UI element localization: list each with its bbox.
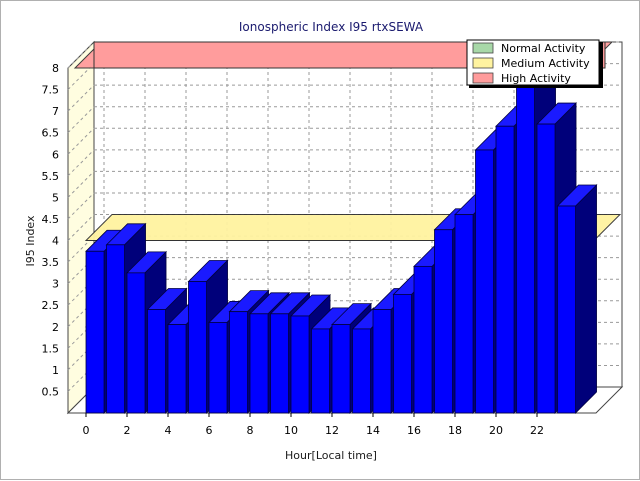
bar-front [331,324,351,414]
bar-front [229,311,248,414]
y-tick-label: 1 [52,364,59,377]
x-axis-title: Hour[Local time] [285,449,377,462]
x-tick-label: 12 [325,424,339,437]
legend-label: Normal Activity [501,42,586,55]
y-tick-label: 3 [52,278,59,291]
legend-label: High Activity [501,72,571,85]
bar-front [536,123,556,414]
bar-front [167,324,187,414]
side-gridline [67,171,95,198]
x-axis-ticks: 0 2 4 6 8 10 12 14 16 18 20 22 [83,413,544,437]
x-tick-label: 18 [448,424,462,437]
bar-front [495,125,515,414]
x-tick-label: 0 [83,424,90,437]
side-gridline [67,41,95,69]
bar-front [188,281,207,414]
bar-front [147,309,166,414]
legend: Normal Activity Medium Activity High Activ… [466,39,603,88]
side-gridline [67,84,95,112]
chart-title: Ionospheric Index I95 rtxSEWA [239,20,424,34]
bar-front [475,149,494,414]
bar-front [270,313,289,414]
bar-front [290,315,310,414]
y-tick-label: 8 [52,62,59,75]
y-tick-label: 4 [52,235,59,248]
y-tick-label: 3.5 [42,256,60,269]
y-tick-label: 2 [52,321,59,334]
legend-swatch [472,42,494,54]
bar-front [106,244,125,414]
y-tick-label: 5.5 [42,170,60,183]
x-tick-label: 14 [366,424,380,437]
bar-23 [556,184,598,414]
bar-front [413,265,433,414]
side-gridline [67,106,95,134]
y-tick-label: 2.5 [42,299,60,312]
y-tick-label: 7.5 [42,84,60,97]
x-tick-label: 8 [247,424,254,437]
legend-swatch [472,57,494,69]
bar-front [557,205,576,414]
bar-front [126,272,146,414]
x-tick-label: 6 [206,424,213,437]
bar-front [516,84,535,414]
y-axis-ticks: 0.5 1 1.5 2 2.5 3 3.5 4 4.5 5 5.5 6 6.5 7 7.5 8 [42,62,60,398]
x-tick-label: 22 [530,424,544,437]
bar-front [434,229,453,414]
bar-side [575,184,597,414]
side-gridline [67,214,95,241]
x-tick-label: 2 [124,424,131,437]
x-tick-label: 10 [284,424,298,437]
bar-front [311,328,330,414]
y-tick-label: 6.5 [42,127,60,140]
x-tick-label: 20 [489,424,503,437]
y-tick-label: 0.5 [42,385,60,398]
bar-front [249,313,269,414]
side-gridline [67,149,95,177]
x-tick-label: 4 [165,424,172,437]
y-tick-label: 6 [52,148,59,161]
legend-label: Medium Activity [501,57,590,70]
y-axis-title: I95 Index [24,215,37,267]
legend-swatch [472,72,494,84]
x-tick-label: 16 [407,424,421,437]
side-gridline [67,192,95,220]
y-tick-label: 7 [52,105,59,118]
bar-front [208,322,228,414]
bar-front [454,214,474,414]
bar-front [85,250,105,414]
bar-front [372,309,392,414]
bar-front [393,294,412,414]
bars [85,63,598,414]
y-tick-label: 4.5 [42,213,60,226]
bar-front [352,328,371,414]
y-tick-label: 5 [52,191,59,204]
y-tick-label: 1.5 [42,342,60,355]
side-gridline [67,127,95,155]
